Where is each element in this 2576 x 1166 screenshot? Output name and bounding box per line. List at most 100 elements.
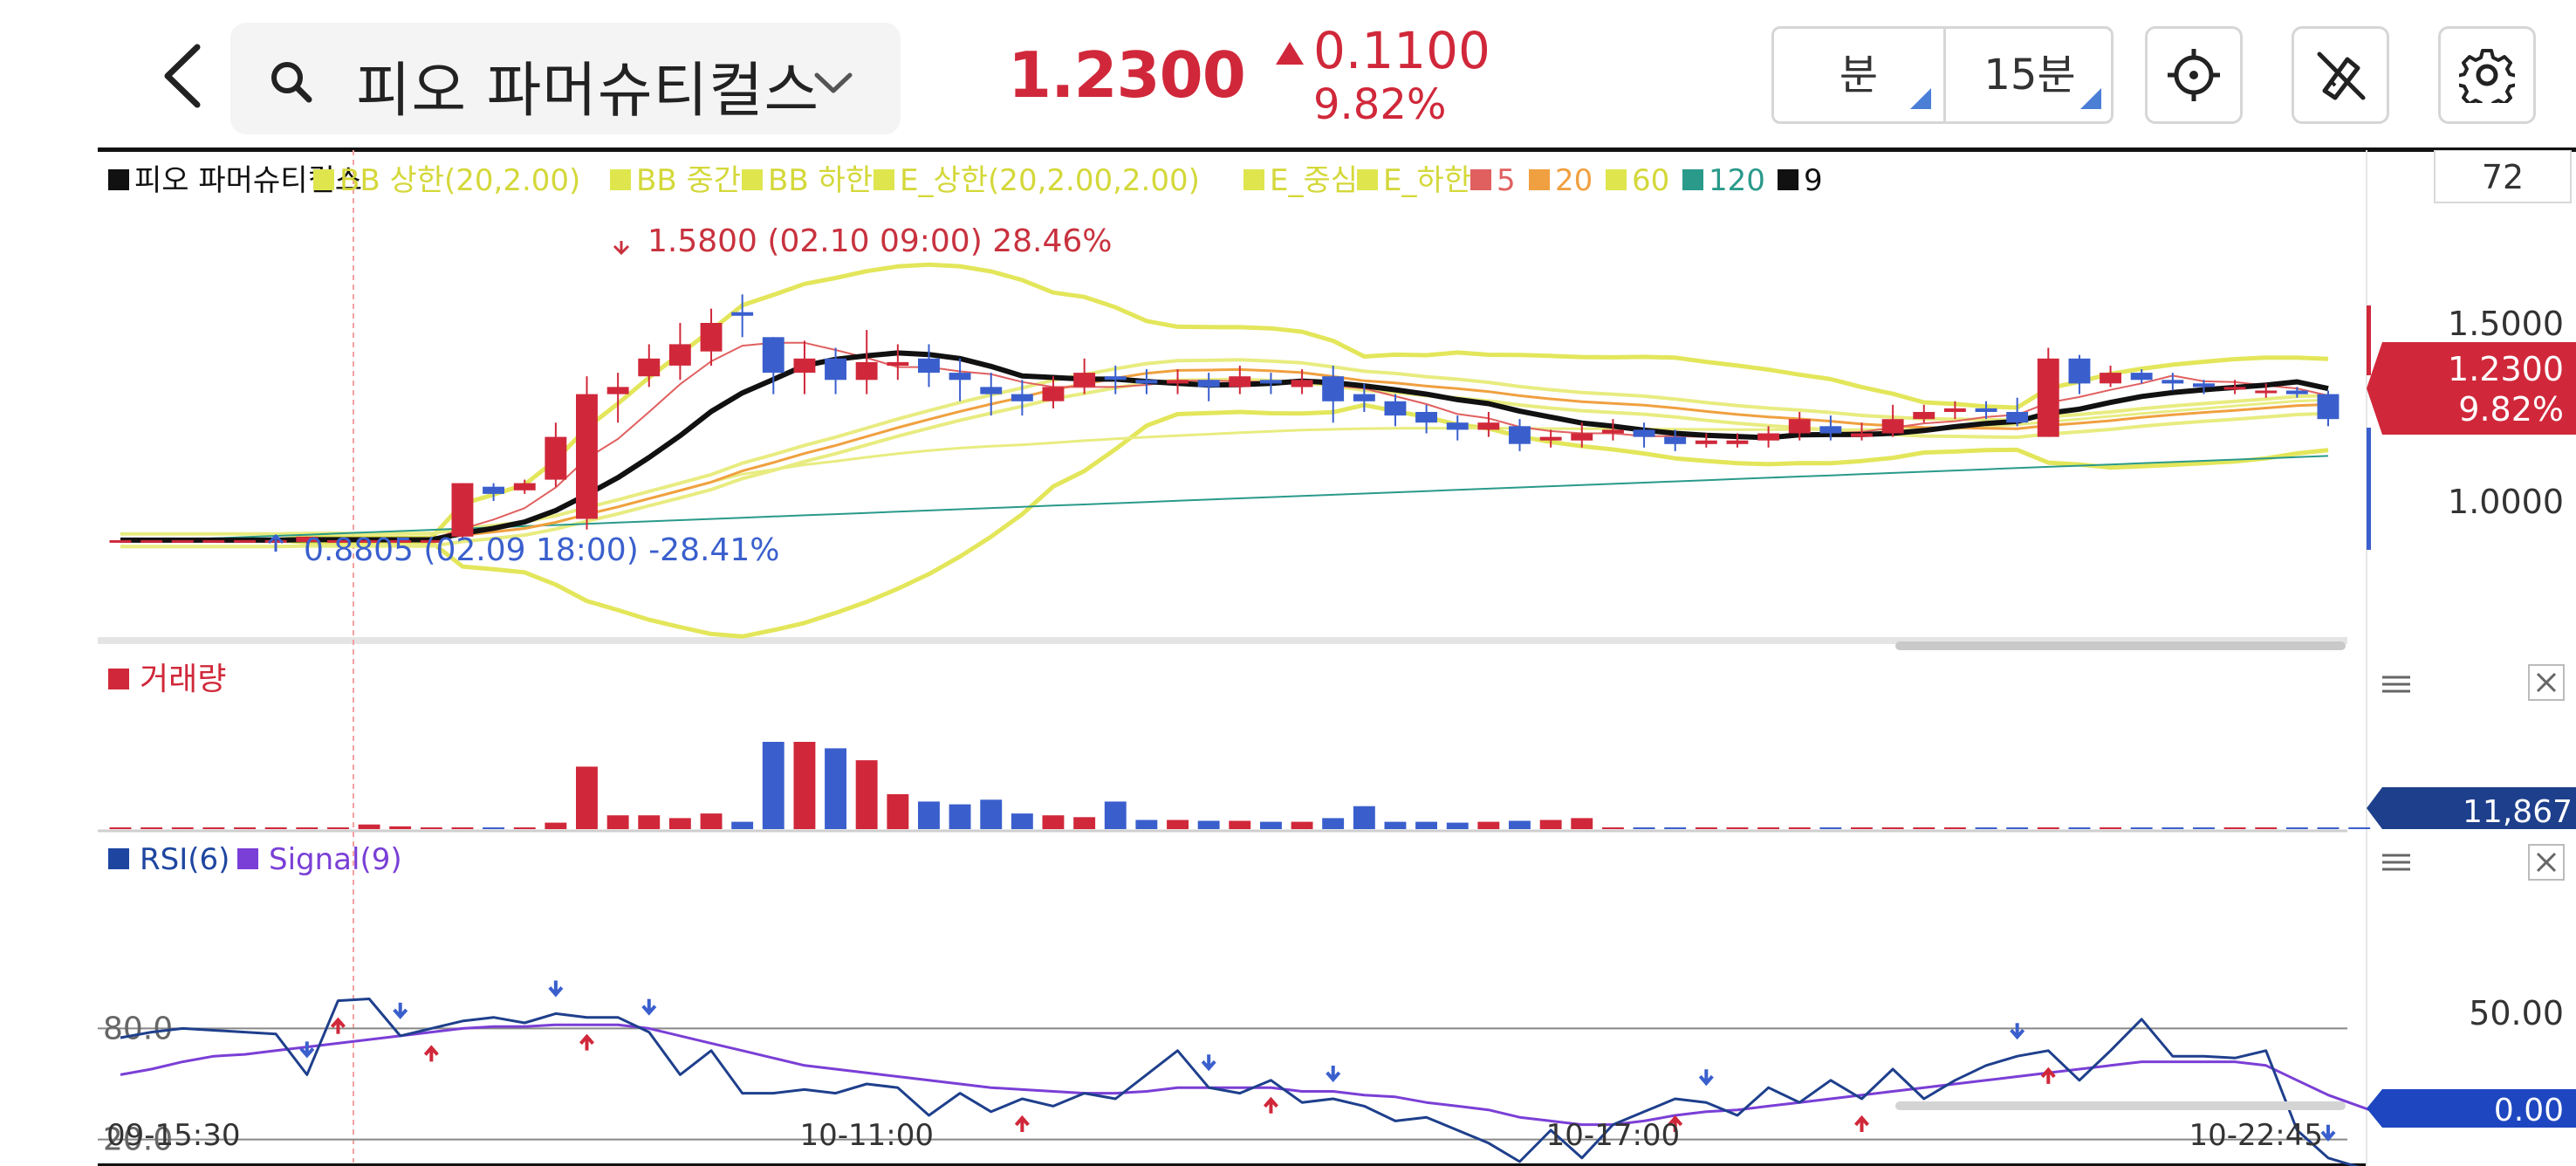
volume-bar <box>1943 827 1966 829</box>
drawing-tools-button[interactable] <box>2292 26 2389 124</box>
legend-swatch <box>1357 169 1378 190</box>
volume-bar <box>2223 827 2246 829</box>
candle-body <box>389 539 412 543</box>
candle-body <box>1913 412 1935 420</box>
volume-bar <box>887 794 909 829</box>
period-type-dropdown[interactable]: 분 <box>1774 29 1943 121</box>
time-axis-label: 10-17:00 <box>1546 1118 1681 1153</box>
volume-bar <box>1477 821 1500 829</box>
candle-body <box>700 323 723 352</box>
chart-scrollbar[interactable] <box>1895 641 2346 650</box>
volume-bar <box>2037 827 2059 829</box>
volume-bar <box>513 827 536 829</box>
price-axis-label: 1.0000 <box>2448 483 2564 521</box>
candle-body <box>1726 440 1749 444</box>
price-tag-shape <box>2367 342 2576 435</box>
volume-bar <box>576 766 598 829</box>
candle-body <box>1851 433 1873 437</box>
top-right-value: 72 <box>2482 158 2524 196</box>
candle-body <box>296 536 319 542</box>
candle-body <box>483 486 504 494</box>
candle-body <box>1446 422 1469 430</box>
rsi-legend-swatch <box>108 848 129 869</box>
volume-bar <box>1011 813 1033 829</box>
stock-name: 피오 파머슈티컬스 <box>356 57 820 126</box>
price-change: 0.1100 <box>1313 21 1490 80</box>
candle-body <box>171 539 194 543</box>
volume-bars <box>109 742 2371 829</box>
candle-body <box>576 394 598 519</box>
volume-bar <box>109 827 132 829</box>
volume-bar <box>2162 827 2184 829</box>
volume-close-button[interactable] <box>2528 664 2565 701</box>
candle-body <box>1633 429 1655 437</box>
volume-bar <box>1104 801 1127 829</box>
volume-bar <box>606 815 629 829</box>
stock-search-selector[interactable]: 피오 파머슈티컬스 <box>230 23 901 134</box>
candle-body <box>1167 380 1189 384</box>
sell-signal-arrow-icon <box>2010 1023 2025 1040</box>
buy-signal-arrow-icon <box>423 1045 439 1062</box>
volume-bar <box>1197 820 1220 829</box>
legend-swatch <box>1682 169 1703 190</box>
candle-body <box>1135 380 1158 384</box>
candle-body <box>327 539 349 543</box>
volume-bar <box>980 799 1003 829</box>
moving-averages <box>120 341 2329 543</box>
volume-bar <box>1757 827 1779 829</box>
volume-bar <box>2285 827 2308 829</box>
rsi-scrollbar[interactable] <box>1895 1101 2346 1110</box>
period-value-dropdown[interactable]: 15분 <box>1946 29 2114 121</box>
rsi-close-button[interactable] <box>2528 844 2565 881</box>
candle-body <box>825 358 846 381</box>
candle-body <box>1509 426 1531 444</box>
volume-bar <box>1819 827 1842 829</box>
volume-bar <box>700 813 723 829</box>
volume-bar <box>1913 827 1935 829</box>
price-tag-rate: 9.82% <box>2458 390 2564 429</box>
ma-5-line <box>120 341 2329 541</box>
search-icon <box>271 62 312 103</box>
volume-bar <box>171 827 194 829</box>
price-axis: 1.5000 1.0000 <box>2448 305 2564 521</box>
dropdown-corner-icon <box>1910 88 1931 109</box>
volume-bar <box>234 827 256 829</box>
candle-body <box>2223 387 2246 390</box>
candle-body <box>2317 394 2340 420</box>
candle-body <box>2285 390 2308 394</box>
rsi-legend-label: RSI(6) <box>140 842 230 877</box>
volume-value-tag <box>2367 787 2576 829</box>
candle-body <box>545 436 567 480</box>
rsi-menu-button[interactable] <box>2382 854 2410 871</box>
buy-signal-arrow-icon <box>579 1033 595 1051</box>
volume-bar <box>451 827 474 829</box>
candle-body <box>949 373 971 381</box>
candle-body <box>1011 394 1033 401</box>
candle-body <box>1539 436 1562 441</box>
back-button[interactable] <box>148 37 218 115</box>
volume-bar <box>1291 821 1313 829</box>
volume-bar <box>793 742 816 829</box>
legend-label: 60 <box>1632 163 1669 198</box>
candle-body <box>1353 394 1375 401</box>
high-low-annotations: 1.5800 (02.10 09:00) 28.46% 0.8805 (02.0… <box>267 223 1112 568</box>
volume-bar <box>483 827 504 829</box>
volume-bar <box>2006 827 2029 829</box>
candle-body <box>1602 429 1624 434</box>
candle-body <box>1571 433 1593 441</box>
rsi-level-label: 80.0 <box>103 1011 173 1046</box>
volume-bar <box>264 827 287 829</box>
volume-bar <box>545 822 567 829</box>
crosshair-button[interactable] <box>2145 26 2243 124</box>
buy-signal-arrow-icon <box>330 1017 346 1034</box>
sell-signal-arrow-icon <box>299 1041 315 1059</box>
envelope-upper-line <box>120 358 2329 536</box>
volume-menu-button[interactable] <box>2382 676 2410 693</box>
settings-button[interactable] <box>2438 26 2536 124</box>
candle-body <box>1260 380 1282 384</box>
candle-body <box>2130 373 2153 381</box>
volume-bar <box>1353 806 1375 829</box>
candle-body <box>2255 390 2278 394</box>
